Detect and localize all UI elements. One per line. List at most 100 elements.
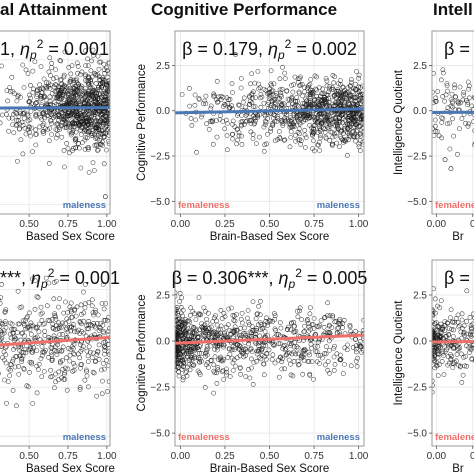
scatter-point	[301, 358, 307, 364]
scatter-point	[258, 104, 264, 110]
scatter-point	[24, 315, 30, 321]
scatter-point	[450, 334, 456, 339]
scatter-point	[292, 102, 298, 108]
scatter-point	[188, 116, 194, 121]
scatter-point	[267, 318, 273, 324]
scatter-point	[84, 323, 89, 329]
scatter-point	[277, 87, 283, 93]
scatter-point	[67, 358, 73, 364]
scatter-point	[95, 348, 101, 354]
annotation-superscript: 2	[295, 266, 302, 280]
scatter-point	[323, 134, 329, 140]
scatter-point	[238, 344, 243, 349]
scatter-point	[82, 377, 88, 383]
scatter-point	[472, 315, 474, 321]
scatter-point	[187, 86, 192, 91]
scatter-point	[197, 350, 202, 356]
scatter-point	[57, 58, 63, 63]
scatter-point	[46, 354, 51, 360]
x-tick-label: 0.25	[215, 451, 235, 462]
annotation-superscript: 2	[48, 266, 55, 280]
scatter-point	[464, 343, 469, 349]
scatter-point	[296, 362, 302, 367]
scatter-point	[203, 347, 209, 353]
scatter-point	[440, 350, 446, 356]
scatter-point	[70, 97, 75, 102]
scatter-point	[78, 72, 83, 77]
scatter-point	[30, 149, 35, 155]
scatter-point	[282, 115, 288, 121]
scatter-point	[95, 115, 100, 121]
scatter-point	[307, 352, 312, 358]
scatter-point	[459, 311, 465, 317]
scatter-point	[77, 384, 83, 390]
scatter-point	[225, 101, 230, 106]
scatter-point	[330, 86, 336, 92]
scatter-point	[38, 64, 44, 69]
scatter-point	[262, 122, 268, 128]
scatter-point	[300, 101, 306, 106]
scatter-point	[288, 129, 294, 135]
scatter-point	[252, 118, 258, 124]
scatter-point	[71, 77, 77, 83]
scatter-point	[360, 112, 364, 118]
scatter-point	[88, 124, 94, 130]
stat-annotation: 1, ηp2 = 0.001	[0, 37, 109, 62]
scatter-point	[100, 322, 106, 328]
scatter-point	[104, 120, 109, 126]
scatter-point	[99, 94, 105, 100]
scatter-point	[34, 363, 40, 369]
scatter-point	[360, 91, 364, 97]
scatter-point	[252, 120, 258, 126]
scatter-point	[306, 116, 311, 121]
column-title-1: al Attainment	[0, 0, 107, 19]
scatter-point	[205, 310, 211, 316]
scatter-point	[356, 120, 362, 126]
scatter-point	[25, 325, 31, 331]
stat-annotation: β = 0.179, ηp2 = 0.002	[182, 37, 357, 62]
scatter-point	[88, 115, 94, 120]
scatter-point	[14, 403, 19, 409]
scatter-point	[76, 327, 81, 333]
scatter-point	[58, 58, 64, 64]
scatter-point	[198, 114, 204, 120]
scatter-point	[316, 339, 321, 345]
annotation-subscript: p	[29, 48, 37, 62]
scatter-point	[182, 332, 188, 337]
scatter-point	[88, 68, 94, 74]
scatter-point	[313, 349, 319, 354]
scatter-point	[302, 89, 307, 95]
scatter-point	[187, 358, 192, 363]
scatter-point	[8, 89, 13, 94]
scatter-point	[323, 344, 329, 349]
scatter-point	[21, 85, 27, 90]
scatter-point	[179, 332, 184, 338]
scatter-point	[227, 105, 233, 111]
scatter-point	[35, 87, 40, 92]
scatter-point	[102, 126, 108, 132]
scatter-point	[361, 142, 364, 147]
scatter-point	[277, 341, 283, 346]
stat-annotation: β =	[444, 39, 470, 59]
scatter-point	[63, 299, 68, 305]
scatter-point	[461, 89, 467, 95]
scatter-point	[179, 92, 185, 97]
scatter-point	[75, 114, 80, 120]
scatter-point	[106, 329, 110, 334]
scatter-point	[65, 93, 71, 98]
scatter-point	[435, 332, 440, 338]
scatter-point	[242, 331, 248, 336]
scatter-point	[175, 328, 180, 334]
scatter-point	[89, 303, 95, 309]
x-tick-label: 0	[470, 451, 474, 462]
scatter-points	[179, 52, 364, 158]
scatter-point	[35, 367, 41, 372]
scatter-point	[68, 307, 74, 313]
scatter-point	[60, 366, 66, 372]
scatter-point	[15, 158, 20, 164]
scatter-point	[176, 325, 182, 330]
scatter-point	[294, 114, 300, 120]
scatter-point	[241, 95, 247, 101]
scatter-point	[353, 349, 359, 355]
scatter-point	[308, 305, 313, 311]
